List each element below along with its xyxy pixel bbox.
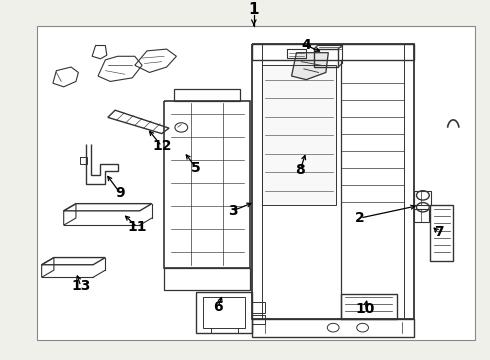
Text: 13: 13	[71, 279, 91, 293]
Polygon shape	[292, 53, 328, 80]
Text: 3: 3	[228, 204, 238, 218]
Polygon shape	[164, 101, 250, 268]
Bar	[37, 26, 475, 340]
Text: 5: 5	[191, 161, 201, 175]
Text: 12: 12	[152, 139, 172, 153]
Text: 4: 4	[301, 39, 311, 53]
Polygon shape	[252, 44, 414, 319]
Text: 2: 2	[355, 211, 365, 225]
Polygon shape	[196, 292, 252, 333]
Text: 11: 11	[127, 220, 147, 234]
Text: 7: 7	[434, 225, 443, 239]
Text: 1: 1	[248, 2, 259, 17]
Text: 8: 8	[295, 162, 305, 176]
Text: 9: 9	[115, 186, 125, 200]
Text: 10: 10	[355, 302, 375, 316]
Text: 6: 6	[213, 300, 223, 314]
Polygon shape	[262, 65, 336, 206]
